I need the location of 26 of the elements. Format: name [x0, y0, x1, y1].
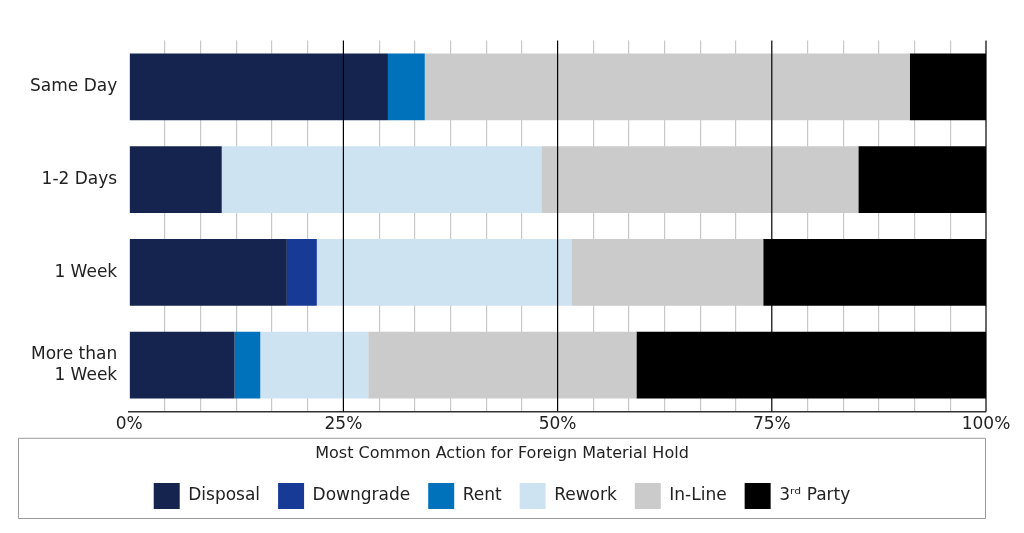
legend-label: Downgrade	[312, 484, 411, 505]
bar	[221, 146, 542, 213]
y-tick-label: More than 1 Week	[31, 343, 118, 384]
legend-label: Rent	[462, 484, 502, 505]
x-tick-label: 25%	[324, 413, 363, 434]
legend-label: 3ʳᵈ Party	[779, 484, 851, 505]
bar	[387, 53, 425, 121]
legend-label: In-Line	[669, 484, 727, 505]
y-tick-label: 1-2 Days	[41, 167, 118, 188]
bar	[129, 146, 222, 213]
y-tick-label: Same Day	[30, 75, 118, 96]
legend-title: Most Common Action for Foreign Material Hold	[315, 442, 689, 462]
bar	[129, 53, 388, 121]
bar	[316, 238, 572, 306]
bar	[260, 331, 369, 399]
x-tick-label: 100%	[961, 413, 1011, 434]
x-tick-label: 50%	[538, 413, 577, 434]
bar	[129, 238, 287, 306]
legend-label: Disposal	[188, 484, 261, 505]
legend-label: Rework	[554, 484, 617, 505]
y-tick-label: 1 Week	[54, 260, 118, 281]
x-tick-label: 0%	[115, 413, 143, 434]
bar	[129, 331, 235, 399]
bar	[286, 238, 317, 306]
x-tick-label: 75%	[752, 413, 791, 434]
bar	[234, 331, 261, 399]
